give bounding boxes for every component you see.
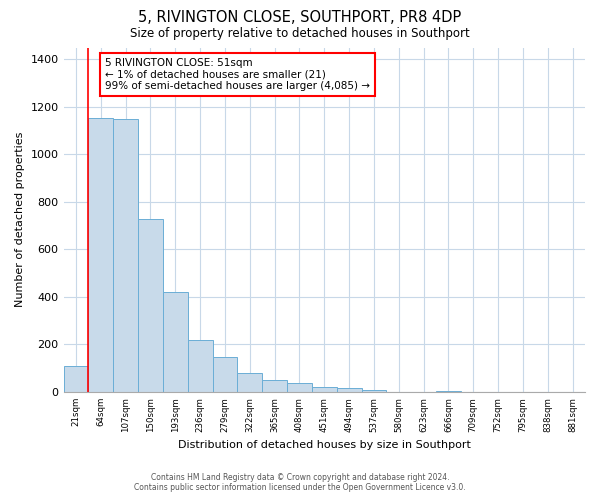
Y-axis label: Number of detached properties: Number of detached properties <box>15 132 25 308</box>
Bar <box>113 119 138 392</box>
Bar <box>337 388 362 392</box>
Text: Size of property relative to detached houses in Southport: Size of property relative to detached ho… <box>130 28 470 40</box>
Bar <box>88 118 113 392</box>
Text: Contains HM Land Registry data © Crown copyright and database right 2024.
Contai: Contains HM Land Registry data © Crown c… <box>134 473 466 492</box>
Bar <box>238 374 262 392</box>
X-axis label: Distribution of detached houses by size in Southport: Distribution of detached houses by size … <box>178 440 471 450</box>
Text: 5, RIVINGTON CLOSE, SOUTHPORT, PR8 4DP: 5, RIVINGTON CLOSE, SOUTHPORT, PR8 4DP <box>139 10 461 25</box>
Bar <box>64 366 88 392</box>
Bar <box>362 390 386 392</box>
Bar <box>188 340 212 392</box>
Bar <box>312 386 337 392</box>
Bar <box>163 292 188 392</box>
Bar <box>436 390 461 392</box>
Bar <box>287 383 312 392</box>
Bar <box>138 218 163 392</box>
Bar <box>212 357 238 392</box>
Text: 5 RIVINGTON CLOSE: 51sqm
← 1% of detached houses are smaller (21)
99% of semi-de: 5 RIVINGTON CLOSE: 51sqm ← 1% of detache… <box>105 58 370 91</box>
Bar <box>262 380 287 392</box>
